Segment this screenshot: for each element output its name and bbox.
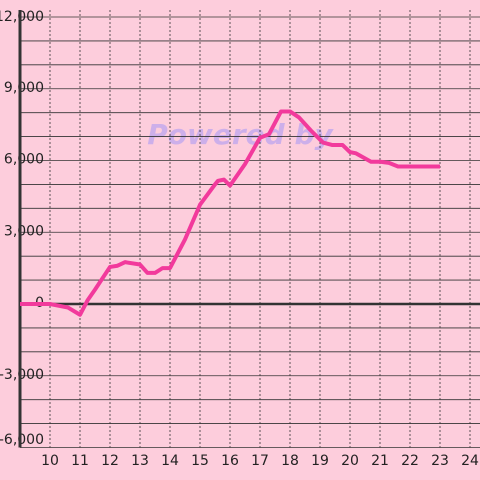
x-tick-label: 16	[221, 453, 239, 469]
x-tick-label: 22	[401, 453, 419, 469]
y-tick-label: 6,000	[4, 152, 44, 168]
x-tick-label: 20	[341, 453, 359, 469]
x-tick-label: 10	[41, 453, 59, 469]
x-tick-label: 19	[311, 453, 329, 469]
x-tick-label: 12	[101, 453, 119, 469]
x-tick-label: 23	[431, 453, 449, 469]
x-tick-label: 17	[251, 453, 269, 469]
y-tick-label: 3,000	[4, 223, 44, 239]
y-tick-label: -6,000	[0, 432, 44, 448]
x-tick-label: 11	[71, 453, 89, 469]
x-tick-label: 13	[131, 453, 149, 469]
data-line	[20, 109, 440, 317]
x-tick-label: 24	[461, 453, 479, 469]
x-tick-label: 21	[371, 453, 389, 469]
x-tick-label: 15	[191, 453, 209, 469]
y-tick-label: 12,000	[0, 9, 44, 25]
y-tick-label: -3,000	[0, 367, 44, 383]
x-tick-label: 14	[161, 453, 179, 469]
y-tick-label: 9,000	[4, 80, 44, 96]
x-tick-label: 18	[281, 453, 299, 469]
